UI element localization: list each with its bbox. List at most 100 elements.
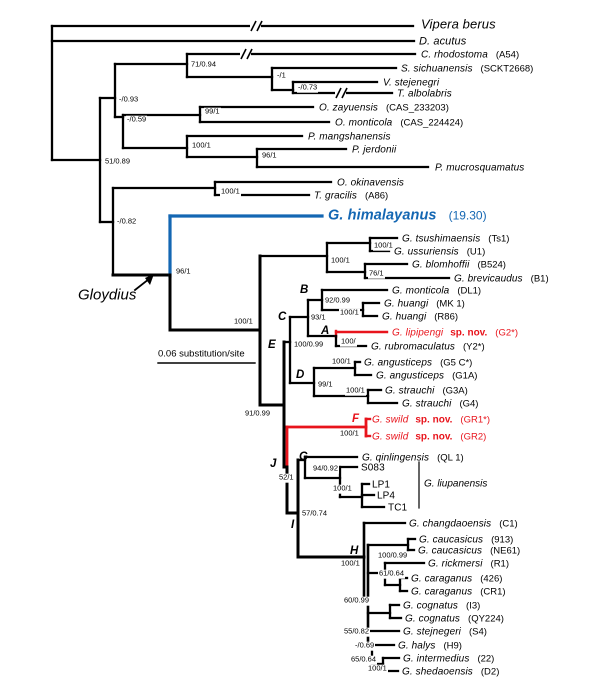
- taxon-label: G. brevicaudus (B1): [454, 269, 549, 287]
- taxon-name: G. huangi: [384, 298, 429, 310]
- taxon-name: G. cognatus: [403, 600, 459, 612]
- support-value: 100/1: [330, 255, 351, 266]
- taxon-label: G. angusticeps (G5 C*): [364, 353, 472, 371]
- taxon-label: G. angusticeps (G1A): [376, 366, 477, 384]
- taxon-label: P. mucrosquamatus: [435, 158, 524, 176]
- taxon-name: G. blomhoffii: [412, 259, 470, 271]
- taxon-code: (DL1): [457, 285, 482, 297]
- taxon-label: G. halys (H9): [398, 636, 462, 654]
- clade-letter-G: G: [299, 451, 308, 463]
- support-value: 100/0.99: [293, 339, 325, 350]
- taxon-code: (CAS_224424): [400, 117, 464, 129]
- taxon-name: T. albolabris: [397, 88, 452, 100]
- taxon-name: G. ussuriensis: [394, 246, 459, 258]
- taxon-code: (R86): [434, 311, 459, 323]
- taxon-code: (CR1): [480, 586, 506, 598]
- taxon-code: (G1A): [452, 370, 478, 382]
- support-value: 93/1: [310, 312, 327, 323]
- support-value: 91/0.99: [244, 408, 272, 419]
- support-value: 99/1: [317, 379, 334, 390]
- taxon-name: G. himalayanus: [328, 207, 437, 224]
- taxon-code: (B524): [477, 259, 506, 271]
- taxon-label: Vipera berus: [421, 16, 496, 34]
- clade-bracket-label: G. liupanensis: [424, 478, 488, 490]
- taxon-name: TC1: [388, 502, 408, 514]
- support-value: 51/0.89: [104, 156, 132, 167]
- taxon-name: G. huangi: [382, 311, 427, 323]
- taxon-name: G. halys: [398, 640, 436, 652]
- branch-segment: [133, 277, 151, 292]
- taxon-code: (I3): [466, 600, 481, 612]
- taxon-label: V. stejenegri: [383, 73, 439, 91]
- taxon-label: G. strauchi (G4): [402, 394, 478, 412]
- taxon-code: (Ts1): [488, 233, 510, 245]
- taxon-name: G. changdaoensis: [409, 518, 492, 530]
- taxon-label: G. caucasicus (913): [419, 530, 513, 548]
- taxon-label: G. intermedius (22): [403, 649, 494, 667]
- sp-nov-tag: sp. nov.: [450, 327, 488, 339]
- taxon-name: C. rhodostoma: [421, 49, 488, 61]
- taxon-code: (NE61): [490, 545, 521, 557]
- clade-letter-J: J: [270, 458, 277, 470]
- support-value: 100/1: [233, 316, 254, 327]
- sp-nov-tag: sp. nov.: [415, 414, 453, 426]
- clade-letter-H: H: [350, 545, 359, 557]
- taxon-code: (G2*): [495, 327, 518, 339]
- support-value: 71/0.94: [190, 59, 218, 70]
- support-value: -/0.59: [126, 114, 148, 125]
- taxon-code: (G4): [459, 398, 479, 410]
- clade-letter-A: A: [321, 325, 330, 337]
- support-value: 76/1: [368, 268, 385, 279]
- taxon-label: G. qinlingensis (QL 1): [362, 448, 464, 466]
- taxon-label: G. swild sp. nov. (GR1*): [372, 410, 490, 428]
- taxon-label: S083: [361, 458, 385, 476]
- support-value: 100/1: [373, 240, 394, 251]
- branch-break-icon: [250, 20, 263, 32]
- taxon-code: (QY224): [468, 613, 504, 625]
- support-value: 55/0.82: [343, 626, 371, 637]
- taxon-label: O. okinavensis: [337, 173, 404, 191]
- taxon-label: G. rickmersi (R1): [428, 554, 509, 572]
- support-value: 96/1: [261, 150, 278, 161]
- clade-letter-E: E: [268, 339, 276, 351]
- taxon-code: (A86): [364, 190, 389, 202]
- taxon-name: S. sichuanensis: [401, 63, 473, 75]
- taxon-label: O. zayuensis (CAS_233203): [319, 98, 449, 116]
- taxon-name: G. brevicaudus: [454, 273, 523, 285]
- taxon-label: G. strauchi (G3A): [385, 381, 468, 399]
- taxon-label: G. himalayanus (19.30): [328, 207, 487, 225]
- genus-label: Gloydius: [78, 286, 137, 304]
- taxon-code: (B1): [530, 273, 549, 285]
- taxon-name: G. rubromaculatus: [371, 341, 455, 353]
- clade-letter-F: F: [352, 413, 360, 425]
- taxon-label: G. huangi (MK 1): [384, 294, 465, 312]
- taxon-label: G. tsushimaensis (Ts1): [402, 229, 509, 247]
- taxon-code: (913): [491, 534, 514, 546]
- support-value: 100/1: [331, 356, 352, 367]
- taxon-name: P. mangshanensis: [308, 131, 391, 143]
- support-value: -/1: [276, 70, 287, 81]
- support-value: -/0.69: [354, 640, 376, 651]
- taxon-name: G. intermedius: [403, 653, 470, 665]
- support-value: 100/: [340, 336, 357, 347]
- taxon-label: P. mangshanensis: [308, 127, 391, 145]
- taxon-label: S. sichuanensis (SCKT2668): [401, 59, 533, 77]
- support-value: 100/1: [191, 140, 212, 151]
- support-value: 94/0.92: [312, 463, 340, 474]
- taxon-code: (C1): [499, 518, 518, 530]
- taxon-label: G. huangi (R86): [382, 307, 458, 325]
- taxon-name: P. jerdonii: [352, 144, 397, 156]
- support-value: 100/0.99: [377, 550, 409, 561]
- taxon-label: G. lipipengi sp. nov. (G2*): [392, 323, 518, 341]
- taxon-name: S083: [361, 462, 385, 474]
- taxon-code: (S4): [469, 626, 487, 638]
- branch-break-marks: [240, 20, 348, 99]
- taxon-name: G. strauchi: [402, 398, 452, 410]
- taxon-label: G. shedaoensis (D2): [402, 662, 499, 680]
- support-value: 61/0.64: [378, 568, 406, 579]
- taxon-label: G. blomhoffii (B524): [412, 255, 506, 273]
- taxon-name: G. shedaoensis: [402, 666, 473, 678]
- taxon-label: G. stejnegeri (S4): [403, 622, 487, 640]
